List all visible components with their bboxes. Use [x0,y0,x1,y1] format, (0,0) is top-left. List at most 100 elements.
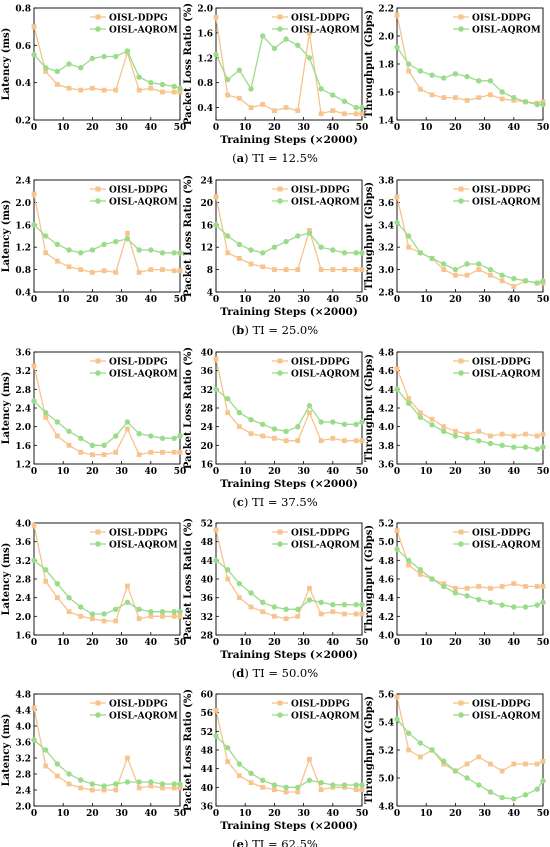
data-point [43,578,49,584]
legend-marker [277,26,283,32]
y-tick-label: 52 [200,728,213,738]
y-tick-label: 0.2 [15,117,31,127]
data-point [125,230,130,236]
legend-label: OISL-AQROM [291,198,360,208]
data-point [248,86,254,92]
data-point [359,104,365,111]
x-tick-label: 20 [449,295,462,305]
chart-5: 4 8 12 16 20 24 0 10 20 30 40 50 Packet Loss Ratio (… [183,175,368,318]
data-point [406,396,412,402]
data-point [330,92,336,98]
x-tick-label: 0 [31,638,37,648]
x-tick-label: 40 [145,809,158,819]
x-tick-label: 30 [115,467,128,477]
data-point [160,785,165,791]
data-point [31,24,37,30]
data-point [148,783,154,789]
x-tick-label: 0 [31,123,37,133]
data-point [42,747,49,753]
data-point [136,779,142,785]
y-tick-label: 4.8 [378,349,394,359]
x-tick-label: 20 [449,467,462,477]
data-point [511,796,517,802]
chart-11: 28 32 36 40 44 48 52 0 10 20 30 40 50 Packet Loss Rat… [183,518,368,661]
data-point [406,244,412,250]
data-point [429,576,435,582]
data-point [318,267,324,272]
data-point [90,787,95,793]
y-tick-label: 4 [207,289,213,299]
data-point [295,613,301,619]
y-tick-label: 0.8 [15,266,31,276]
data-point [54,761,61,767]
x-tick-label: 50 [537,638,550,648]
legend-marker [458,712,464,718]
data-point [405,730,412,736]
data-point [523,431,528,437]
y-axis-label: Throughput (Gbps) [364,182,375,290]
y-tick-label: 2.0 [197,5,213,15]
data-point [522,792,529,798]
y-tick-label: 5.4 [378,719,394,729]
data-point [66,594,72,601]
y-tick-label: 0.8 [197,79,213,89]
data-point [224,76,231,83]
data-point [66,442,72,448]
data-point [160,449,165,455]
data-point [101,53,107,60]
y-tick-label: 3.2 [15,367,31,377]
legend-label: OISL-AQROM [291,541,360,551]
data-point [159,250,166,256]
data-point [171,781,177,787]
data-point [54,419,61,425]
data-point [124,48,131,54]
data-point [318,611,324,617]
data-point [406,68,412,74]
data-point [511,433,517,439]
y-tick-label: 0.8 [15,5,31,15]
data-point [213,222,219,228]
legend-label: OISL-AQROM [109,370,178,380]
data-point [453,95,458,100]
data-point [488,585,493,591]
data-point [511,581,517,587]
data-point [534,101,540,108]
x-tick-label: 30 [297,123,310,133]
y-tick-label: 2.4 [15,405,31,415]
data-point [171,435,177,442]
data-point [113,53,119,60]
y-tick-label: 4.0 [15,520,31,530]
data-point [236,595,242,601]
x-tick-label: 20 [449,123,462,133]
data-point [125,755,130,761]
row-caption: (a) TI = 12.5% [232,151,318,165]
data-point [452,266,459,273]
data-point [101,268,107,274]
x-tick-label: 30 [297,295,310,305]
data-point [522,444,529,450]
chart-8: 16 20 24 28 32 36 40 0 10 20 30 40 50 Packet Loss Rat… [183,347,368,490]
data-point [283,36,289,42]
data-point [330,601,336,608]
x-tick-label: 30 [478,638,491,648]
data-point [499,96,505,102]
y-tick-label: 0.6 [15,42,31,52]
y-tick-label: 1.6 [378,89,394,99]
legend-label: OISL-DDPG [472,700,531,710]
data-point [534,446,540,452]
x-tick-label: 10 [420,123,433,133]
plot-frame [215,179,363,293]
x-tick-label: 50 [174,809,187,819]
data-point [330,247,336,253]
x-tick-label: 40 [327,295,340,305]
data-point [452,433,459,439]
x-tick-label: 10 [420,638,433,648]
data-point [148,608,154,615]
legend-marker [458,26,464,32]
chart-13: 2.0 2.4 2.8 3.2 3.6 4.0 4.4 4.8 0 10 20 30 40 50 Laten… [1,691,186,820]
data-point [359,111,365,117]
y-tick-label: 32 [200,613,213,623]
data-point [417,566,424,573]
data-point [341,601,348,608]
data-point [540,778,546,784]
